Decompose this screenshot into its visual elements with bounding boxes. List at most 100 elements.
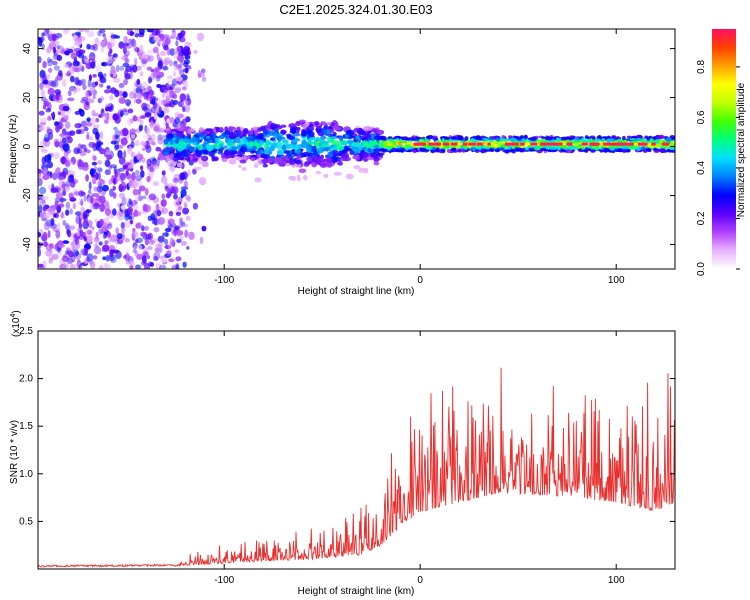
spectrogram-cell	[160, 199, 167, 207]
spectrogram-cell	[150, 95, 157, 100]
spectrogram-cell	[38, 177, 43, 187]
spectrogram-cell	[553, 145, 560, 149]
spectrogram-cell	[325, 158, 334, 163]
spectrogram-cell	[331, 139, 337, 146]
spectrogram-cell	[143, 54, 151, 61]
spectrogram-cell	[167, 218, 175, 225]
spectrogram-cell	[545, 146, 549, 150]
spectrogram-cell	[50, 58, 54, 63]
spectrogram-cell	[140, 165, 144, 171]
spectrogram-cell	[99, 218, 104, 227]
spectrogram-cell	[87, 98, 95, 104]
spectrogram-cell	[626, 135, 632, 139]
spectrogram-cell	[169, 116, 175, 124]
spectrogram-cell	[262, 163, 268, 168]
spectrogram-cell	[82, 220, 89, 230]
spectrogram-cell	[567, 142, 573, 146]
spectrogram-cell	[90, 117, 97, 125]
spectrogram-panel: -100 0 100 -40 -20 0 20 40 Height of straight l…	[8, 28, 676, 297]
spectrogram-cell	[161, 170, 166, 176]
spectrogram-cell	[282, 139, 289, 143]
spectrogram-cell	[124, 55, 129, 63]
spectrogram-cell	[145, 145, 152, 153]
spectrogram-cell	[106, 55, 113, 65]
spectrogram-cell	[130, 199, 138, 206]
spectrogram-cell	[609, 147, 615, 151]
spectrogram-cell	[133, 245, 138, 250]
spectrogram-cell	[480, 149, 486, 154]
spectrogram-cell	[67, 175, 75, 183]
spectrogram-cell	[118, 82, 124, 92]
spectrogram-cell	[38, 56, 42, 64]
spectrogram-cell	[163, 59, 170, 66]
spectrogram-cell	[201, 156, 207, 162]
spectrogram-cell	[394, 135, 401, 139]
spectrogram-cell	[520, 144, 526, 149]
spectrogram-cell	[277, 135, 282, 143]
spectrogram-cell	[39, 186, 47, 195]
spectrogram-cell	[379, 143, 384, 149]
spectrogram-cell	[60, 211, 64, 219]
spectrogram-cell	[186, 246, 190, 250]
spectrogram-cell	[530, 136, 537, 141]
spectrogram-cell	[591, 142, 595, 146]
spectrogram-cell	[92, 43, 98, 52]
spectrogram-cell	[53, 152, 60, 160]
spectrogram-cell	[104, 89, 111, 94]
spectrogram-cell	[171, 30, 177, 39]
spectrogram-cell	[206, 128, 214, 132]
spectrogram-cell	[156, 209, 162, 217]
spectrogram-cell	[147, 56, 151, 64]
spectrogram-cell	[114, 140, 120, 149]
spectrogram-cell	[120, 222, 125, 229]
spectrogram-cell	[56, 167, 61, 172]
spectrogram-cell	[418, 142, 425, 146]
spectrogram-cell	[43, 137, 50, 143]
spectrogram-cell	[154, 29, 161, 36]
spectrogram-cell	[104, 240, 109, 245]
spectrogram-cell	[157, 97, 162, 107]
spectrogram-cell	[119, 110, 124, 117]
spectrogram-cell	[658, 134, 665, 139]
spectrogram-cell	[114, 170, 118, 178]
spectrogram-cell	[182, 86, 187, 91]
spectrogram-cell	[155, 203, 160, 211]
spectrogram-cell	[142, 147, 146, 152]
spectrogram-cell	[42, 79, 49, 85]
spectrogram-cell	[118, 167, 125, 172]
spectrogram-cell	[53, 65, 60, 71]
spectrogram-cell	[637, 138, 642, 142]
spectrogram-cell	[124, 219, 131, 229]
spectrogram-cell	[162, 65, 169, 71]
spectrogram-cell	[206, 135, 211, 139]
spectrogram-cell	[92, 177, 97, 185]
spectrogram-cell	[187, 169, 191, 177]
spectrogram-cell	[166, 158, 172, 162]
spectrogram-cell	[572, 146, 576, 150]
spectrogram-cell	[71, 241, 76, 246]
spectrogram-cell	[520, 142, 525, 146]
spectrogram-cell	[160, 99, 168, 106]
spectrogram-cell	[120, 205, 126, 210]
spectrogram-cell	[67, 97, 75, 102]
spectrogram-cell	[140, 92, 146, 96]
spectrogram-cell	[53, 213, 57, 218]
spectrogram-cell	[99, 78, 106, 83]
spectrogram-cell	[181, 105, 186, 113]
spectrogram-cell	[361, 146, 368, 151]
spectrogram-cell	[277, 150, 284, 156]
spectrogram-cell	[92, 112, 99, 117]
spectrogram-cell	[186, 231, 192, 238]
spectrogram-cell	[42, 174, 50, 181]
spectrogram-cell	[98, 83, 104, 88]
spectrogram-cell	[75, 129, 82, 135]
spectrogram-cell	[38, 231, 42, 238]
spectrogram-cell	[180, 194, 184, 199]
spectrogram-cell	[538, 145, 543, 149]
spectrogram-cell	[533, 142, 538, 146]
spectrogram-cell	[89, 192, 94, 198]
spectrogram-cell	[142, 203, 148, 212]
spectrogram-cell	[470, 138, 476, 143]
spectrogram-cell	[166, 75, 173, 80]
spectrogram-cell	[49, 243, 54, 250]
